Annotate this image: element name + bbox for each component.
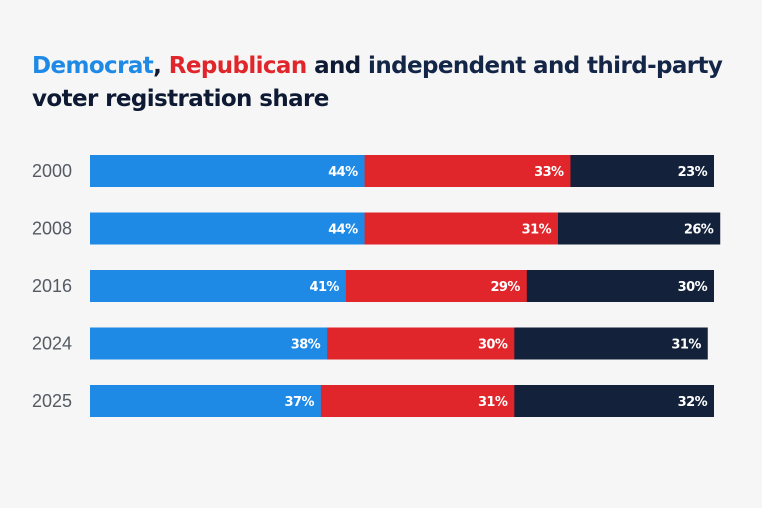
data-label: 29% (490, 280, 520, 295)
bar-row-2000: 2000 44% 33% 23% (32, 155, 714, 187)
bar-segment (364, 155, 571, 187)
bar-row-2016: 2016 41% 29% 30% (32, 270, 714, 302)
bar-segment (558, 212, 721, 245)
bar-segment (90, 155, 366, 187)
bar-segment (345, 270, 528, 302)
data-label: 44% (328, 165, 358, 180)
data-label: 31% (522, 223, 552, 238)
bar-segment (526, 270, 714, 302)
bar-segment (90, 327, 328, 360)
title-line2: voter registration share (32, 86, 329, 112)
bar-segment (327, 327, 515, 360)
bar-segment (90, 270, 347, 302)
data-label: 30% (478, 338, 508, 353)
year-label: 2000 (32, 161, 72, 181)
title-and: and (314, 53, 361, 79)
bar-row-2025: 2025 37% 31% 32% (32, 385, 714, 417)
year-label: 2024 (32, 334, 72, 354)
chart-title: Democrat, Republican and independent and… (32, 50, 732, 116)
data-label: 44% (328, 223, 358, 238)
bar-segment (570, 155, 714, 187)
data-label: 30% (678, 280, 708, 295)
bar-row-2024: 2024 38% 30% 31% (32, 327, 708, 360)
bar-segment (514, 385, 714, 417)
bar-segment (90, 212, 366, 245)
data-label: 37% (285, 395, 315, 410)
data-label: 41% (310, 280, 340, 295)
title-comma: , (153, 53, 162, 79)
bar-segment (514, 327, 708, 360)
title-republican: Republican (168, 53, 308, 79)
data-label: 31% (671, 338, 701, 353)
data-label: 38% (291, 338, 321, 353)
bar-row-2008: 2008 44% 31% 26% (32, 212, 721, 245)
data-label: 23% (678, 165, 708, 180)
year-label: 2016 (32, 276, 72, 296)
bar-segment (364, 212, 559, 245)
bar-segment (90, 385, 322, 417)
data-label: 33% (534, 165, 564, 180)
title-democrat: Democrat (32, 53, 154, 79)
data-label: 31% (478, 395, 508, 410)
year-label: 2025 (32, 391, 72, 411)
data-label: 26% (684, 223, 714, 238)
data-label: 32% (678, 395, 708, 410)
title-independent: independent and third-party (368, 53, 723, 79)
bar-segment (320, 385, 515, 417)
year-label: 2008 (32, 219, 72, 239)
